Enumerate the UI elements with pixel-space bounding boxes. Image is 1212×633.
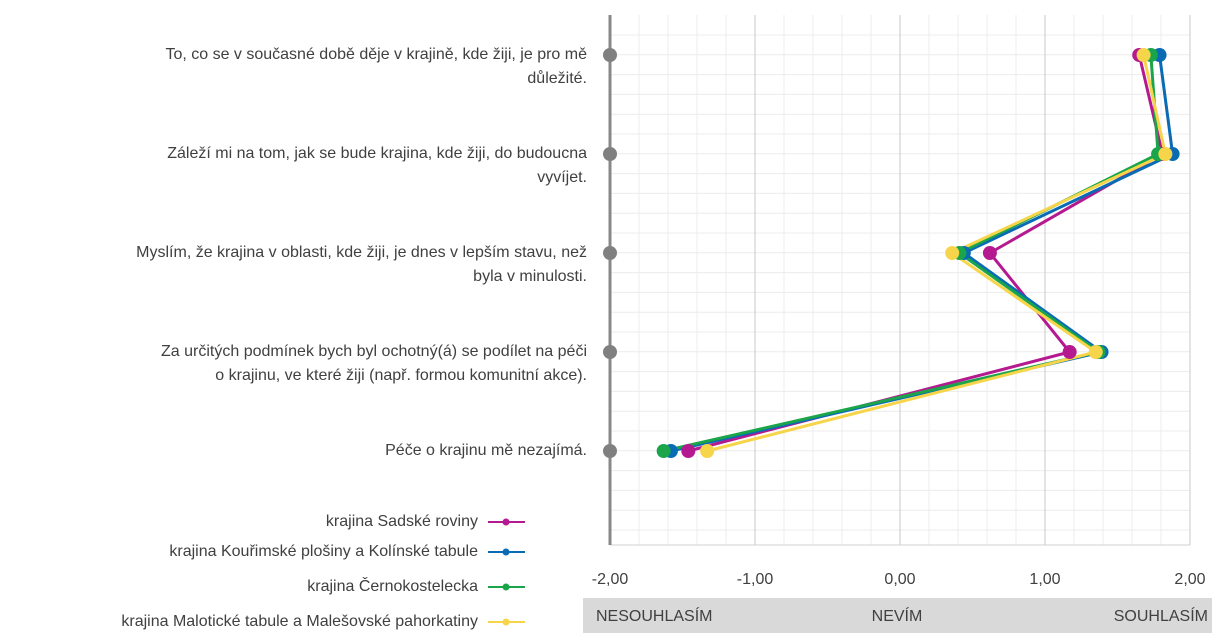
category-label: Myslím, že krajina v oblasti, kde žiji, …	[136, 244, 587, 285]
category-label: To, co se v současné době děje v krajině…	[165, 46, 587, 87]
legend-label: krajina Sadské roviny	[326, 513, 478, 530]
legend-dot	[502, 548, 510, 556]
legend-label: krajina Malotické tabule a Malešovské pa…	[121, 613, 478, 630]
x-tick-label: -1,00	[737, 571, 774, 588]
data-point	[945, 246, 960, 260]
x-tick-label: 0,00	[884, 571, 915, 588]
x-tick-label: 2,00	[1174, 571, 1205, 588]
legend-label: krajina Černokostelecka	[307, 576, 478, 595]
category-dot	[603, 444, 617, 458]
legend-dot	[502, 583, 510, 591]
scale-band	[583, 598, 1212, 633]
data-point	[700, 444, 715, 458]
data-point	[1136, 48, 1151, 62]
data-point	[982, 246, 997, 260]
x-tick-label: -2,00	[592, 571, 629, 588]
legend-label: krajina Kouřimské plošiny a Kolínské tab…	[169, 543, 478, 560]
data-point	[656, 444, 671, 458]
data-point	[1062, 345, 1077, 359]
scale-label: NEVÍM	[872, 606, 923, 625]
category-dot	[603, 48, 617, 62]
data-point	[681, 444, 696, 458]
scale-label: SOUHLASÍM	[1114, 606, 1208, 625]
legend-dot	[502, 518, 510, 526]
category-dot	[603, 246, 617, 260]
category-label: Péče o krajinu mě nezajímá.	[385, 442, 587, 459]
category-dot	[603, 345, 617, 359]
data-point	[1088, 345, 1103, 359]
scale-label: NESOUHLASÍM	[596, 606, 712, 625]
data-point	[1158, 147, 1173, 161]
x-tick-label: 1,00	[1029, 571, 1060, 588]
legend-dot	[502, 618, 510, 626]
category-label: Záleží mi na tom, jak se bude krajina, k…	[167, 145, 587, 186]
category-label: Za určitých podmínek bych byl ochotný(á)…	[161, 343, 587, 384]
category-dot	[603, 147, 617, 161]
